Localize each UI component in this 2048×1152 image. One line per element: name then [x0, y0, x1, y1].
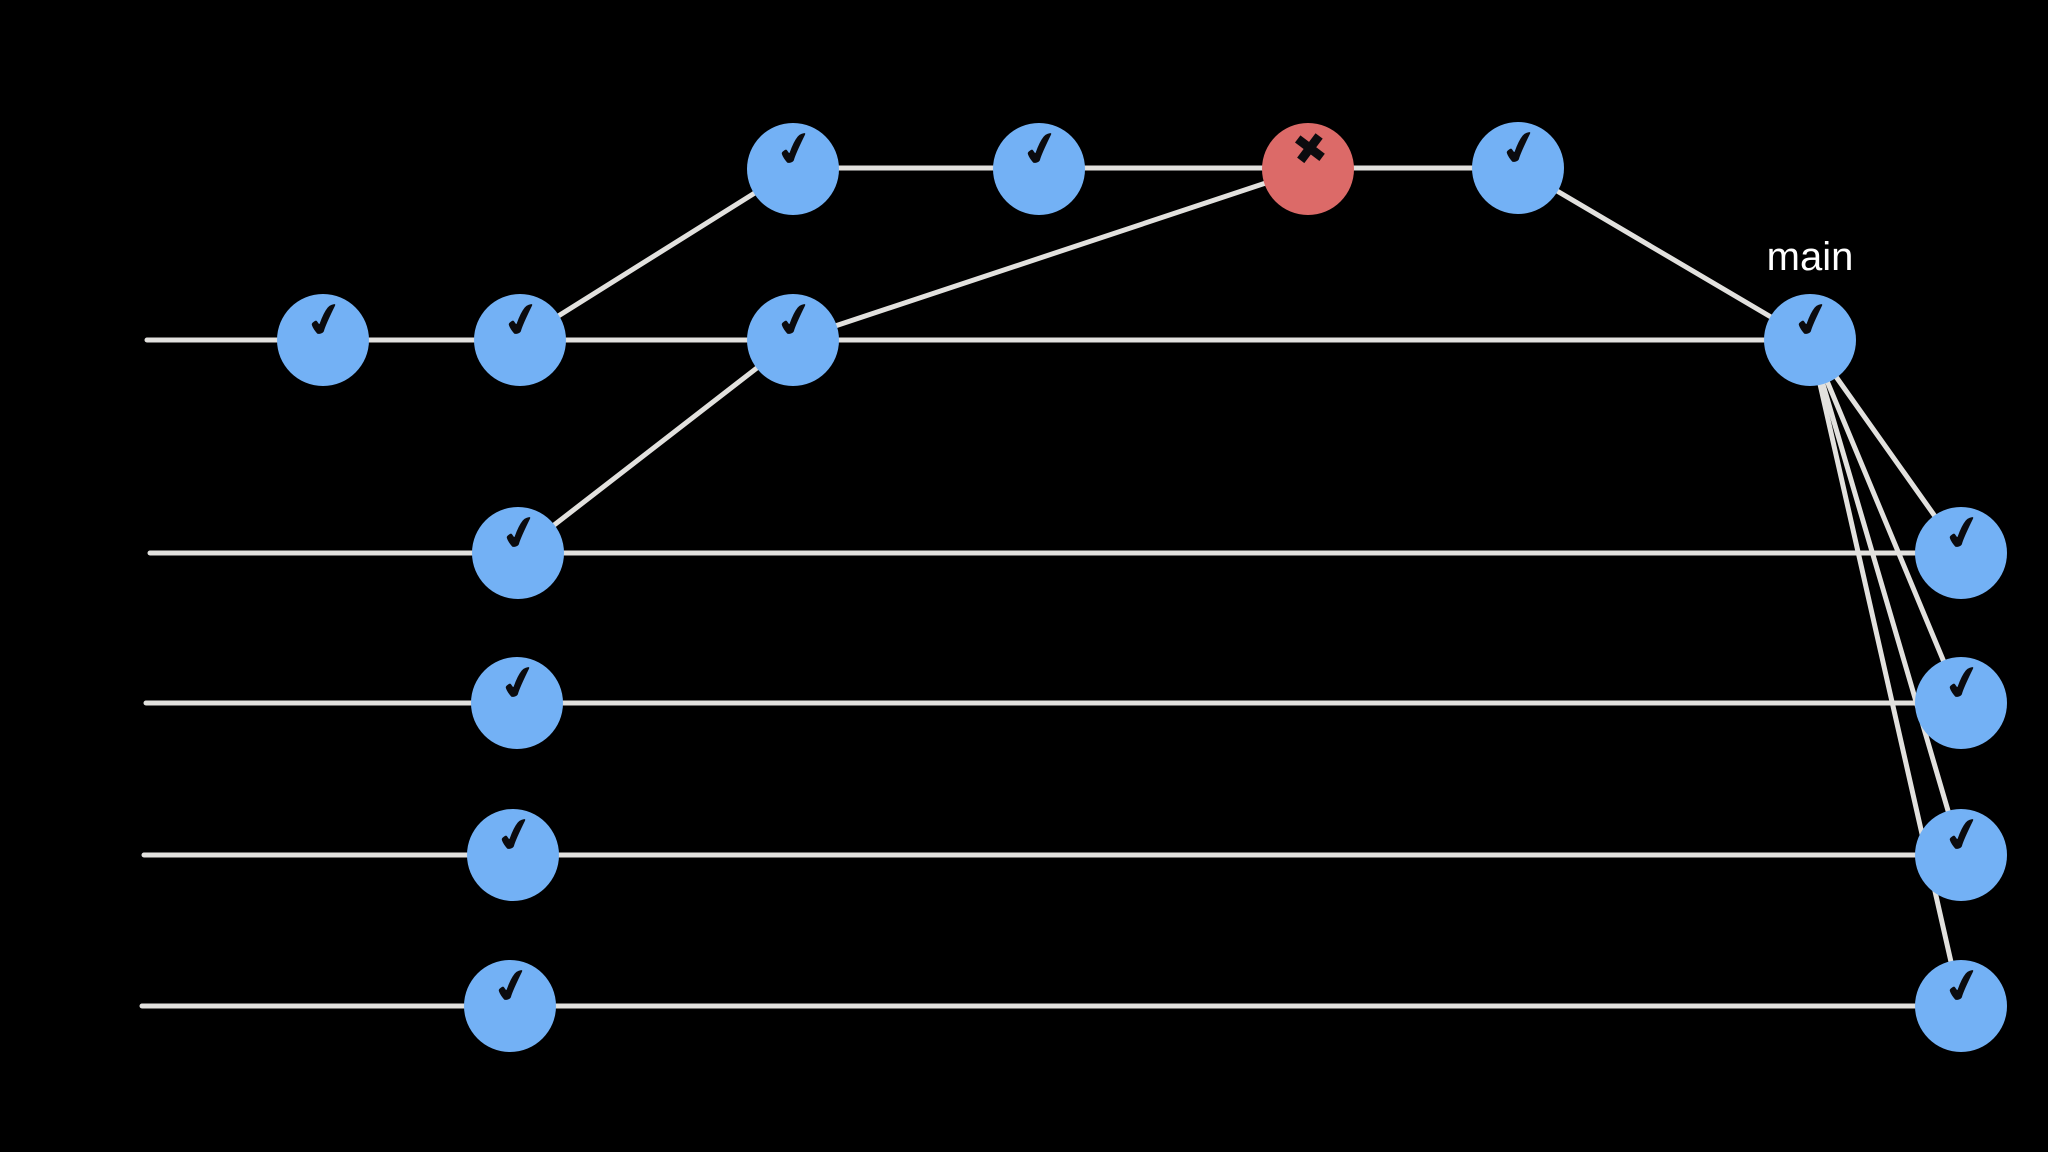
commit-node-success: ✔	[993, 118, 1085, 215]
commit-circle	[472, 507, 564, 599]
commit-node-success: ✔	[1915, 502, 2007, 599]
commit-circle	[1472, 122, 1564, 214]
edges-layer	[139, 165, 1964, 1009]
commit-circle	[474, 294, 566, 386]
branch-link-edge	[1515, 165, 1813, 343]
commit-circle	[1764, 294, 1856, 386]
branch-link-edge	[790, 166, 1311, 343]
commit-circle	[993, 123, 1085, 215]
commit-node-success: ✔	[1472, 117, 1564, 214]
commit-circle	[1915, 960, 2007, 1052]
commit-circle	[1915, 809, 2007, 901]
commit-node-success: ✔	[1915, 804, 2007, 901]
commit-circle	[277, 294, 369, 386]
x-icon: ✖	[1289, 122, 1331, 175]
commit-node-success: ✔	[747, 289, 839, 386]
commit-node-success: ✔	[277, 289, 369, 386]
commit-node-success: ✔	[474, 289, 566, 386]
branch-link-edge	[515, 337, 796, 556]
commit-node-success: ✔	[464, 955, 556, 1052]
commit-circle	[1915, 657, 2007, 749]
commit-circle	[1915, 507, 2007, 599]
commit-node-success: ✔	[471, 652, 563, 749]
branch-link-edge	[1807, 337, 1964, 706]
commit-node-success: ✔	[1915, 955, 2007, 1052]
branch-link-edge	[1807, 337, 1964, 858]
commit-node-success: ✔	[747, 118, 839, 215]
nodes-layer: ✔ ✔ ✔ ✔ ✔ ✖ ✔ ✔ ✔ ✔ ✔ ✔ ✔ ✔ ✔ ✔	[277, 117, 2007, 1052]
commit-node-success: ✔	[467, 804, 559, 901]
commit-node-success: ✔	[1915, 652, 2007, 749]
branch-link-edge	[517, 166, 796, 343]
commit-circle	[747, 123, 839, 215]
commit-node-success: ✔	[1764, 289, 1856, 386]
branch-link-edge	[1807, 337, 1964, 1009]
commit-node-success: ✔	[472, 502, 564, 599]
commit-circle	[471, 657, 563, 749]
commit-circle	[467, 809, 559, 901]
branch-label-main: main	[1767, 235, 1854, 279]
commit-circle	[1262, 123, 1354, 215]
commit-node-failure: ✖	[1262, 122, 1354, 215]
commit-circle	[464, 960, 556, 1052]
commit-circle	[747, 294, 839, 386]
